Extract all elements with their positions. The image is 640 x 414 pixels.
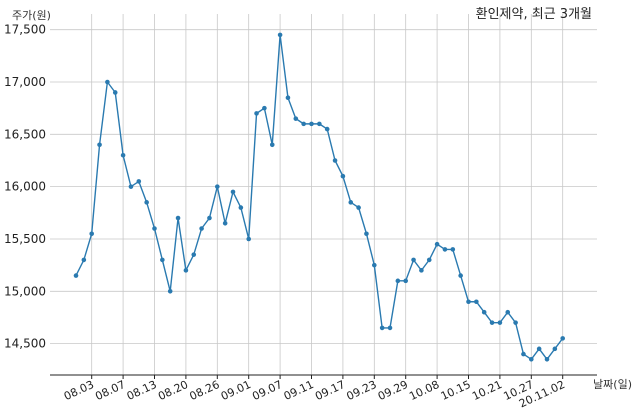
y-axis-label: 주가(원) — [12, 9, 51, 22]
x-tick-label: 09.29 — [376, 378, 410, 403]
data-point — [97, 142, 102, 148]
data-point — [183, 268, 189, 273]
data-point — [309, 121, 314, 127]
data-point — [144, 200, 149, 205]
data-point — [81, 257, 87, 263]
data-point — [160, 257, 165, 263]
x-tick-label: 09.17 — [313, 378, 347, 403]
data-point — [426, 257, 432, 263]
x-tick-label: 08.26 — [188, 378, 222, 403]
data-point — [293, 116, 299, 121]
data-point — [450, 247, 456, 252]
data-point — [230, 189, 236, 195]
data-point — [167, 288, 173, 294]
data-point — [529, 357, 534, 362]
data-point — [317, 121, 322, 127]
data-point — [466, 299, 471, 305]
data-point — [560, 336, 565, 341]
data-point — [152, 226, 157, 231]
data-point — [434, 241, 440, 247]
data-point — [207, 215, 212, 221]
data-point — [497, 320, 503, 325]
x-tick-label: 08.20 — [156, 378, 190, 403]
data-point — [238, 205, 244, 210]
x-tick-label: 08.13 — [125, 378, 159, 403]
x-tick-label: 08.07 — [93, 378, 127, 403]
x-tick-label: 09.11 — [282, 378, 316, 403]
data-point — [120, 152, 126, 158]
data-point — [199, 226, 204, 231]
y-tick-label: 14,500 — [4, 337, 46, 351]
grid — [50, 14, 597, 375]
data-point — [364, 231, 369, 237]
x-tick-label: 09.01 — [219, 378, 253, 403]
data-point — [340, 173, 346, 179]
data-point — [89, 231, 94, 237]
y-tick-label: 15,000 — [4, 284, 46, 298]
data-point — [222, 220, 228, 226]
data-point — [269, 142, 275, 148]
data-point — [262, 105, 267, 111]
data-point — [324, 126, 330, 132]
data-point — [387, 325, 393, 331]
y-tick-label: 16,500 — [4, 127, 46, 141]
data-point — [105, 79, 110, 85]
y-tick-label: 17,000 — [4, 75, 46, 89]
x-tick-label: 09.23 — [345, 378, 379, 403]
data-point — [136, 179, 142, 184]
chart-title: 환인제약, 최근 3개월 — [476, 7, 592, 22]
data-point — [73, 273, 79, 278]
data-point — [191, 252, 197, 257]
data-point — [395, 278, 401, 284]
data-point — [285, 95, 291, 101]
data-point — [544, 357, 550, 362]
data-point — [356, 205, 361, 210]
data-point — [505, 309, 511, 315]
x-tick-label: 10.15 — [439, 378, 473, 403]
data-point — [277, 32, 283, 38]
price-points — [73, 32, 565, 362]
y-tick-label: 17,500 — [4, 23, 46, 37]
data-point — [442, 247, 448, 252]
data-point — [128, 184, 134, 189]
data-point — [348, 200, 354, 205]
data-point — [536, 346, 542, 352]
y-tick-labels: 14,500 15,000 15,500 16,000 16,500 17,000 17,5… — [4, 23, 46, 351]
data-point — [458, 273, 463, 278]
data-point — [411, 257, 416, 263]
data-point — [474, 299, 479, 305]
x-tick-labels: 08.0308.0708.1308.2008.2609.0109.0709.11… — [62, 378, 567, 410]
data-point — [246, 236, 251, 242]
data-point — [481, 309, 487, 315]
x-tick-label: 09.07 — [250, 378, 284, 403]
data-point — [489, 320, 495, 325]
data-point — [379, 325, 385, 331]
data-point — [521, 351, 526, 357]
data-point — [513, 320, 518, 325]
price-line — [75, 34, 564, 361]
axes — [50, 374, 597, 379]
x-axis-label: 날짜(일) — [593, 377, 632, 391]
data-point — [301, 121, 306, 127]
data-point — [419, 268, 424, 273]
data-point — [254, 111, 259, 116]
x-tick-label: 10.08 — [407, 378, 441, 403]
data-point — [175, 215, 181, 221]
data-point — [332, 158, 338, 163]
data-point — [215, 184, 220, 189]
x-tick-label: 08.03 — [62, 378, 96, 403]
x-tick-label: 10.21 — [470, 378, 504, 403]
data-point — [112, 90, 118, 95]
data-point — [403, 278, 409, 284]
data-point — [372, 262, 377, 268]
y-tick-label: 15,500 — [4, 232, 46, 246]
y-tick-label: 16,000 — [4, 180, 46, 194]
data-point — [552, 346, 558, 352]
